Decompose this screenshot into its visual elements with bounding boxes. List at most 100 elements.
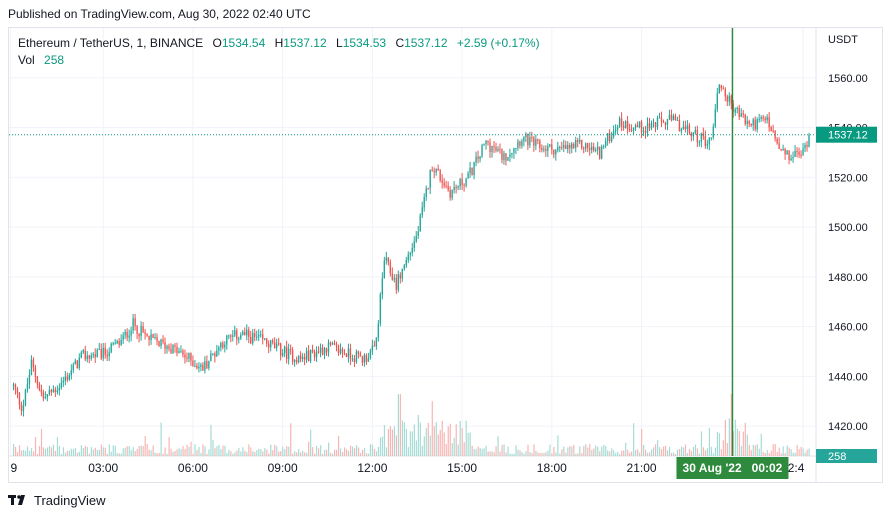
volume-bar (347, 450, 350, 456)
candle-body (706, 144, 709, 146)
candle-body (451, 189, 453, 198)
candle-body (636, 125, 639, 128)
candle-body (222, 342, 224, 348)
volume-bar (503, 444, 505, 456)
volume-bar (649, 452, 651, 456)
x-tick-label: 15:00 (447, 461, 477, 475)
candle-body (353, 358, 356, 362)
volume-bar (208, 449, 210, 456)
volume-bar (563, 446, 565, 456)
volume-bar (70, 448, 73, 456)
candle-body (200, 364, 202, 367)
currency-label[interactable]: USDT (828, 34, 858, 46)
candle-body (477, 156, 479, 160)
candle-body (624, 121, 627, 129)
candle-body (369, 351, 372, 359)
volume-bar (543, 452, 545, 456)
volume-bar (692, 446, 695, 456)
candle-body (206, 361, 208, 369)
volume-bar (310, 429, 312, 456)
volume-bar (756, 444, 758, 456)
volume-bar (274, 444, 276, 456)
candle-body (525, 133, 527, 137)
candle-body (515, 148, 517, 150)
candle-body (260, 334, 262, 336)
volume-bar (353, 448, 356, 456)
candle-body (616, 127, 619, 130)
volume-bar (684, 444, 687, 456)
volume-label[interactable]: Vol (18, 53, 35, 67)
candle-body (311, 349, 314, 353)
volume-bar (337, 435, 340, 456)
candle-body (473, 162, 475, 176)
volume-bar (371, 444, 374, 456)
candle-body (650, 123, 653, 129)
candle-body (435, 168, 437, 173)
volume-bar (226, 452, 228, 456)
volume-bar (240, 451, 242, 456)
candle-body (407, 254, 409, 261)
volume-bar (690, 450, 693, 456)
volume-bar (577, 453, 579, 456)
volume-bar (573, 444, 575, 456)
volume-bar (202, 444, 204, 456)
candle-body (459, 178, 461, 187)
volume-bar (365, 453, 368, 456)
volume-bar (250, 447, 252, 456)
candle-body (726, 96, 728, 102)
chart-frame (8, 27, 883, 483)
tradingview-footer[interactable]: TradingView (8, 491, 106, 509)
candle-body (216, 350, 218, 357)
volume-bar (786, 445, 788, 456)
volume-bar (38, 445, 41, 456)
candle-body (76, 360, 78, 368)
tradingview-logo-icon (8, 495, 25, 505)
volume-bar (110, 451, 112, 456)
candle-body (592, 146, 595, 151)
volume-bar (383, 425, 386, 456)
volume-bar (82, 448, 84, 456)
volume-bar (774, 444, 776, 456)
candle-body (495, 147, 497, 151)
volume-bar (507, 446, 509, 456)
volume-bar (742, 431, 744, 456)
candle-body (273, 342, 276, 349)
volume-bar (746, 434, 748, 456)
candle-body (718, 85, 720, 94)
volume-bar (445, 444, 447, 456)
candle-body (361, 356, 364, 363)
volume-row: Vol 258 (18, 52, 540, 68)
candle-body (583, 147, 585, 149)
candle-body (533, 137, 535, 146)
candle-body (710, 137, 713, 139)
candle-body (315, 351, 318, 358)
volume-bar (621, 450, 623, 456)
volume-bar (68, 450, 71, 456)
volume-bar (74, 447, 76, 456)
volume-bar (262, 451, 264, 456)
candle-body (419, 215, 421, 232)
candle-body (499, 149, 501, 151)
candle-body (136, 326, 138, 334)
symbol-title[interactable]: Ethereum / TetherUS, 1, BINANCE (18, 36, 204, 50)
candle-body (238, 338, 240, 340)
volume-bar (413, 424, 415, 456)
volume-bar (455, 424, 457, 456)
candle-body (587, 143, 589, 148)
volume-bar (511, 453, 513, 456)
volume-bar (84, 445, 86, 456)
candle-body (766, 117, 768, 121)
volume-bar (515, 445, 517, 456)
volume-bar (290, 423, 292, 456)
volume-bar (714, 447, 717, 456)
volume-bar (100, 444, 102, 456)
tradingview-brand: TradingView (34, 492, 106, 508)
volume-bar (531, 453, 533, 456)
candle-body (34, 367, 37, 377)
candle-body (180, 350, 182, 352)
candle-body (329, 342, 332, 345)
candle-body (341, 349, 344, 354)
candle-body (618, 118, 621, 128)
candle-body (240, 334, 242, 339)
